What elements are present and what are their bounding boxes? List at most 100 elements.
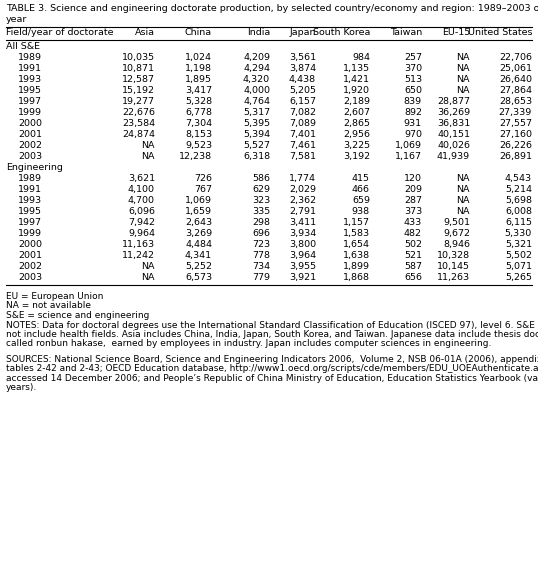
Text: 7,401: 7,401 xyxy=(289,130,316,139)
Text: 19,277: 19,277 xyxy=(122,97,155,106)
Text: 4,320: 4,320 xyxy=(243,75,270,84)
Text: 1989: 1989 xyxy=(18,53,42,62)
Text: 3,417: 3,417 xyxy=(185,86,212,95)
Text: 1997: 1997 xyxy=(18,218,42,227)
Text: 36,831: 36,831 xyxy=(437,119,470,128)
Text: 1,069: 1,069 xyxy=(395,141,422,150)
Text: 10,145: 10,145 xyxy=(437,262,470,271)
Text: Field/year of doctorate: Field/year of doctorate xyxy=(6,28,114,37)
Text: All S&E: All S&E xyxy=(6,42,40,51)
Text: 723: 723 xyxy=(252,240,270,249)
Text: 7,461: 7,461 xyxy=(289,141,316,150)
Text: 1,774: 1,774 xyxy=(289,174,316,183)
Text: 257: 257 xyxy=(404,53,422,62)
Text: 1995: 1995 xyxy=(18,207,42,216)
Text: 10,035: 10,035 xyxy=(122,53,155,62)
Text: 209: 209 xyxy=(404,185,422,194)
Text: 9,523: 9,523 xyxy=(185,141,212,150)
Text: 7,942: 7,942 xyxy=(128,218,155,227)
Text: 3,561: 3,561 xyxy=(289,53,316,62)
Text: 5,527: 5,527 xyxy=(243,141,270,150)
Text: 513: 513 xyxy=(404,75,422,84)
Text: 482: 482 xyxy=(404,229,422,238)
Text: 892: 892 xyxy=(404,108,422,117)
Text: 521: 521 xyxy=(404,251,422,260)
Text: 27,339: 27,339 xyxy=(499,108,532,117)
Text: 1,421: 1,421 xyxy=(343,75,370,84)
Text: 1,024: 1,024 xyxy=(185,53,212,62)
Text: TABLE 3. Science and engineering doctorate production, by selected country/econo: TABLE 3. Science and engineering doctora… xyxy=(6,4,538,13)
Text: 1995: 1995 xyxy=(18,86,42,95)
Text: 5,502: 5,502 xyxy=(505,251,532,260)
Text: 25,061: 25,061 xyxy=(499,64,532,73)
Text: 2003: 2003 xyxy=(18,273,42,282)
Text: NA: NA xyxy=(141,273,155,282)
Text: Asia: Asia xyxy=(135,28,155,37)
Text: Engineering: Engineering xyxy=(6,163,63,172)
Text: 5,265: 5,265 xyxy=(505,273,532,282)
Text: 2,956: 2,956 xyxy=(343,130,370,139)
Text: 6,115: 6,115 xyxy=(505,218,532,227)
Text: 28,653: 28,653 xyxy=(499,97,532,106)
Text: SOURCES: National Science Board, Science and Engineering Indicators 2006,  Volum: SOURCES: National Science Board, Science… xyxy=(6,355,538,364)
Text: 4,341: 4,341 xyxy=(185,251,212,260)
Text: 5,252: 5,252 xyxy=(185,262,212,271)
Text: 433: 433 xyxy=(404,218,422,227)
Text: 4,000: 4,000 xyxy=(243,86,270,95)
Text: 26,640: 26,640 xyxy=(499,75,532,84)
Text: 4,209: 4,209 xyxy=(243,53,270,62)
Text: 2,607: 2,607 xyxy=(343,108,370,117)
Text: 6,778: 6,778 xyxy=(185,108,212,117)
Text: 41,939: 41,939 xyxy=(437,152,470,161)
Text: year: year xyxy=(6,15,27,24)
Text: 6,318: 6,318 xyxy=(243,152,270,161)
Text: 1,198: 1,198 xyxy=(185,64,212,73)
Text: 1,659: 1,659 xyxy=(185,207,212,216)
Text: 8,153: 8,153 xyxy=(185,130,212,139)
Text: 7,304: 7,304 xyxy=(185,119,212,128)
Text: 1,069: 1,069 xyxy=(185,196,212,205)
Text: 2,362: 2,362 xyxy=(289,196,316,205)
Text: 6,157: 6,157 xyxy=(289,97,316,106)
Text: 2000: 2000 xyxy=(18,119,42,128)
Text: 22,676: 22,676 xyxy=(122,108,155,117)
Text: 2,029: 2,029 xyxy=(289,185,316,194)
Text: Japan: Japan xyxy=(289,28,316,37)
Text: 3,225: 3,225 xyxy=(343,141,370,150)
Text: 1,868: 1,868 xyxy=(343,273,370,282)
Text: 5,698: 5,698 xyxy=(505,196,532,205)
Text: 12,238: 12,238 xyxy=(179,152,212,161)
Text: 373: 373 xyxy=(404,207,422,216)
Text: 287: 287 xyxy=(404,196,422,205)
Text: 335: 335 xyxy=(252,207,270,216)
Text: 1993: 1993 xyxy=(18,196,42,205)
Text: 6,573: 6,573 xyxy=(185,273,212,282)
Text: 4,764: 4,764 xyxy=(243,97,270,106)
Text: 9,964: 9,964 xyxy=(128,229,155,238)
Text: 12,587: 12,587 xyxy=(122,75,155,84)
Text: 3,964: 3,964 xyxy=(289,251,316,260)
Text: 3,800: 3,800 xyxy=(289,240,316,249)
Text: 10,871: 10,871 xyxy=(122,64,155,73)
Text: 298: 298 xyxy=(252,218,270,227)
Text: 734: 734 xyxy=(252,262,270,271)
Text: 5,328: 5,328 xyxy=(185,97,212,106)
Text: 24,874: 24,874 xyxy=(122,130,155,139)
Text: 2,865: 2,865 xyxy=(343,119,370,128)
Text: India: India xyxy=(247,28,270,37)
Text: S&E = science and engineering: S&E = science and engineering xyxy=(6,311,150,320)
Text: 726: 726 xyxy=(194,174,212,183)
Text: 1989: 1989 xyxy=(18,174,42,183)
Text: 36,269: 36,269 xyxy=(437,108,470,117)
Text: Taiwan: Taiwan xyxy=(390,28,422,37)
Text: years).: years). xyxy=(6,383,37,392)
Text: 11,263: 11,263 xyxy=(437,273,470,282)
Text: 3,411: 3,411 xyxy=(289,218,316,227)
Text: NA: NA xyxy=(457,64,470,73)
Text: United States: United States xyxy=(468,28,532,37)
Text: 2001: 2001 xyxy=(18,251,42,260)
Text: 27,160: 27,160 xyxy=(499,130,532,139)
Text: EU-15: EU-15 xyxy=(442,28,470,37)
Text: NA: NA xyxy=(457,174,470,183)
Text: 650: 650 xyxy=(404,86,422,95)
